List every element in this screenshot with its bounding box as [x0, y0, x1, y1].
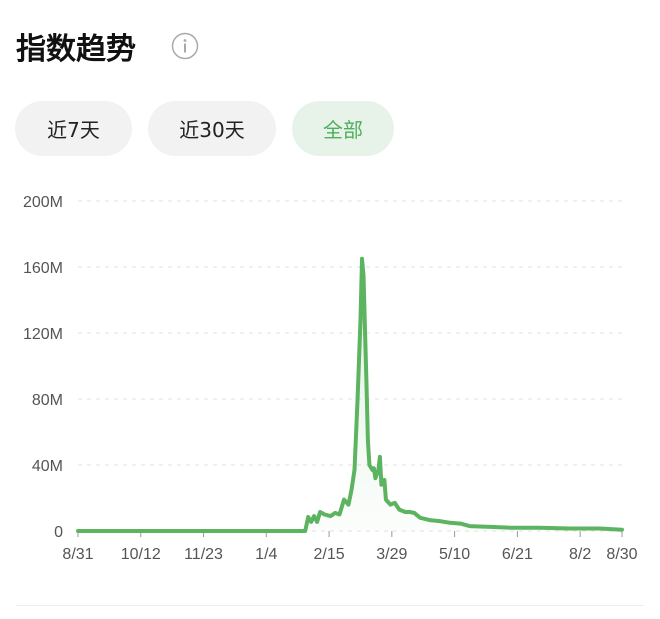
x-tick-label: 6/21	[502, 546, 533, 563]
y-tick-label: 80M	[32, 392, 63, 409]
y-tick-label: 160M	[23, 260, 63, 277]
tab-button-active[interactable]: 全部	[292, 101, 394, 156]
tab-button[interactable]: 近30天	[148, 101, 276, 156]
x-tick-label: 8/30	[606, 546, 637, 563]
tab-button[interactable]: 近7天	[15, 101, 132, 156]
y-tick-label: 0	[54, 524, 63, 541]
chart: 0 40M 80M 120M 160M 200M 8/31 10/12 11/23 1/4 2/15…	[23, 194, 638, 563]
x-tick-label: 3/29	[376, 546, 407, 563]
x-tick-label: 11/23	[184, 546, 223, 563]
x-tick-label: 5/10	[439, 546, 470, 563]
y-tick-label: 200M	[23, 194, 63, 211]
x-tick-label: 8/31	[62, 546, 93, 563]
x-tick-label: 10/12	[121, 546, 161, 563]
y-tick-label: 40M	[32, 458, 63, 475]
x-tick-label: 1/4	[255, 546, 277, 563]
y-tick-label: 120M	[23, 326, 63, 343]
line	[76, 256, 624, 533]
separator	[16, 605, 644, 606]
info-icon[interactable]	[171, 32, 199, 60]
page-title: 指数趋势	[16, 32, 136, 67]
x-tick-label: 8/2	[569, 546, 591, 563]
x-tick-label: 2/15	[314, 546, 345, 563]
